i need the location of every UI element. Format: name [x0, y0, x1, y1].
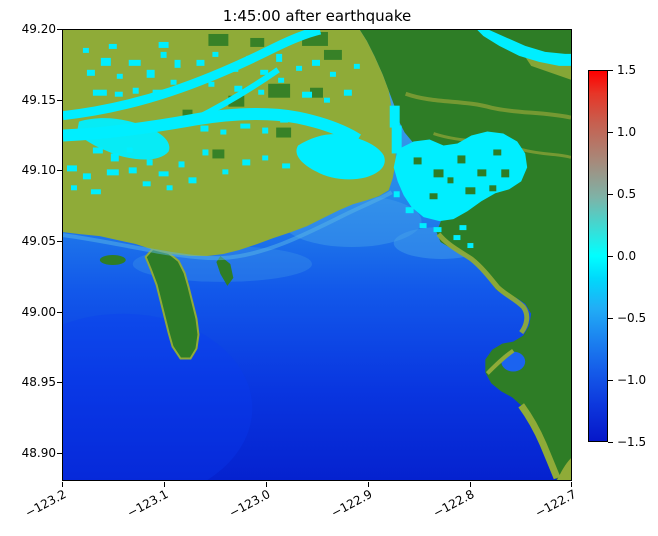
colorbar-tick-label: −0.5 [617, 311, 647, 325]
x-tick-mark [368, 482, 369, 487]
map-plot [62, 29, 572, 481]
x-tick-mark [266, 482, 267, 487]
x-tick-label: −122.8 [430, 487, 477, 521]
plot-title: 1:45:00 after earthquake [222, 7, 412, 25]
lowland-dark-patches [182, 31, 342, 159]
shoreline-glow [63, 190, 393, 261]
x-tick-label: −122.9 [328, 487, 375, 521]
colorbar-tick-mark [608, 380, 613, 381]
colorbar-tick-mark [608, 442, 613, 443]
y-tick-mark [57, 29, 62, 30]
x-tick-mark [470, 482, 471, 487]
x-tick-label: −123.2 [22, 487, 69, 521]
y-tick-label: 48.90 [21, 446, 56, 460]
x-tick-mark [62, 482, 63, 487]
y-tick-mark [57, 100, 62, 101]
y-tick-mark [57, 453, 62, 454]
x-tick-mark [164, 482, 165, 487]
y-tick-mark [57, 312, 62, 313]
colorbar-tick-mark [608, 256, 613, 257]
y-tick-label: 49.10 [21, 163, 56, 177]
y-tick-mark [57, 382, 62, 383]
flooded-band-topright [477, 30, 571, 66]
river-channels-layer [63, 30, 362, 145]
colorbar-tick-mark [608, 132, 613, 133]
y-tick-label: 48.95 [21, 375, 56, 389]
y-tick-label: 49.00 [21, 305, 56, 319]
lowland-layer [63, 30, 396, 256]
y-tick-label: 49.05 [21, 234, 56, 248]
colorbar-tick-label: 1.5 [617, 63, 637, 77]
flood-patches-layer [66, 41, 402, 195]
x-tick-label: −123.1 [124, 487, 171, 521]
colorbar-tick-label: 0.5 [617, 187, 637, 201]
colorbar-tick-mark [608, 318, 613, 319]
colorbar-tick-label: −1.5 [617, 435, 647, 449]
colorbar-tick-label: 1.0 [617, 125, 637, 139]
y-tick-mark [57, 170, 62, 171]
y-tick-mark [57, 241, 62, 242]
colorbar-tick-label: −1.0 [617, 373, 647, 387]
colorbar-tick-label: 0.0 [617, 249, 637, 263]
y-tick-label: 49.15 [21, 93, 56, 107]
y-tick-label: 49.20 [21, 22, 56, 36]
colorbar-tick-mark [608, 70, 613, 71]
flooded-zone-right [393, 131, 528, 249]
map-canvas [63, 30, 571, 480]
x-tick-label: −123.0 [226, 487, 273, 521]
x-tick-label: −122.7 [532, 487, 579, 521]
upland-layer [359, 30, 571, 480]
colorbar-tick-mark [608, 194, 613, 195]
peninsula-layer [99, 247, 234, 360]
colorbar-gradient [588, 70, 608, 442]
flooded-zone-center [296, 134, 385, 180]
x-tick-mark [571, 482, 572, 487]
